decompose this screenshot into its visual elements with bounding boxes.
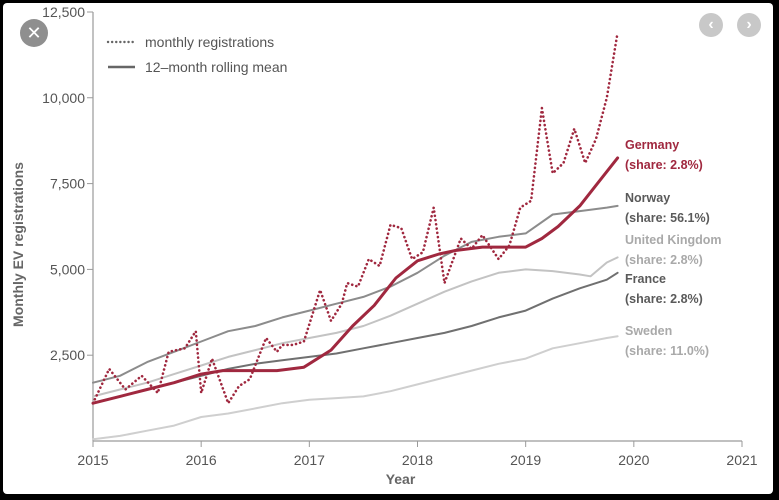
- series-share-norway: (share: 56.1%): [625, 211, 710, 225]
- ev-registrations-line-chart: 2015 2016 2017 2018 2019 2020 2021 2,500 5,000 7,…: [10, 4, 758, 487]
- y-tick-label: 10,000: [42, 90, 85, 106]
- x-tick-label: 2015: [77, 452, 108, 468]
- series-line-germany-monthly: [91, 31, 619, 405]
- y-tick-label: 7,500: [50, 176, 85, 192]
- series-label-sweden: Sweden: [625, 324, 672, 338]
- x-tick-label: 2020: [618, 452, 649, 468]
- y-tick-label: 2,500: [50, 347, 85, 363]
- x-tick-label: 2021: [726, 452, 757, 468]
- series-line-sweden-rolling-mean: [92, 335, 619, 441]
- x-tick-label: 2018: [402, 452, 433, 468]
- x-tick-label: 2017: [294, 452, 325, 468]
- previous-button[interactable]: ‹: [699, 13, 723, 37]
- series-line-norway-rolling-mean: [92, 204, 619, 384]
- x-tick-label: 2016: [186, 452, 217, 468]
- axes: 2015 2016 2017 2018 2019 2020 2021 2,500 5,000 7,…: [10, 4, 758, 487]
- series-share-germany: (share: 2.8%): [625, 158, 703, 172]
- close-icon: ✕: [26, 23, 42, 43]
- legend: monthly registrations 12–month rolling m…: [106, 34, 287, 75]
- chevron-left-icon: ‹: [708, 16, 714, 33]
- y-axis-title: Monthly EV registrations: [10, 162, 26, 327]
- next-button[interactable]: ›: [737, 13, 761, 37]
- y-tick-label: 12,500: [42, 4, 85, 20]
- chart-panel: 2015 2016 2017 2018 2019 2020 2021 2,500 5,000 7,…: [3, 3, 773, 494]
- legend-monthly-label: monthly registrations: [145, 34, 274, 50]
- series-label-germany: Germany: [625, 138, 679, 152]
- series-share-france: (share: 2.8%): [625, 292, 703, 306]
- series-label-france: France: [625, 272, 666, 286]
- series-lines: [91, 31, 620, 441]
- series-share-united_kingdom: (share: 2.8%): [625, 253, 703, 267]
- y-tick-label: 5,000: [50, 261, 85, 277]
- series-line-united-kingdom-rolling-mean: [92, 256, 619, 398]
- close-button[interactable]: ✕: [20, 19, 48, 47]
- series-labels: Germany (share: 2.8%) Norway (share: 56.1%)…: [625, 138, 722, 358]
- x-axis-title: Year: [386, 471, 416, 487]
- legend-rolling-label: 12–month rolling mean: [145, 59, 287, 75]
- series-line-germany-rolling-mean: [91, 156, 620, 405]
- series-share-sweden: (share: 11.0%): [625, 344, 709, 358]
- series-label-united_kingdom: United Kingdom: [625, 233, 722, 247]
- chevron-right-icon: ›: [746, 16, 752, 33]
- x-tick-label: 2019: [510, 452, 541, 468]
- series-label-norway: Norway: [625, 191, 670, 205]
